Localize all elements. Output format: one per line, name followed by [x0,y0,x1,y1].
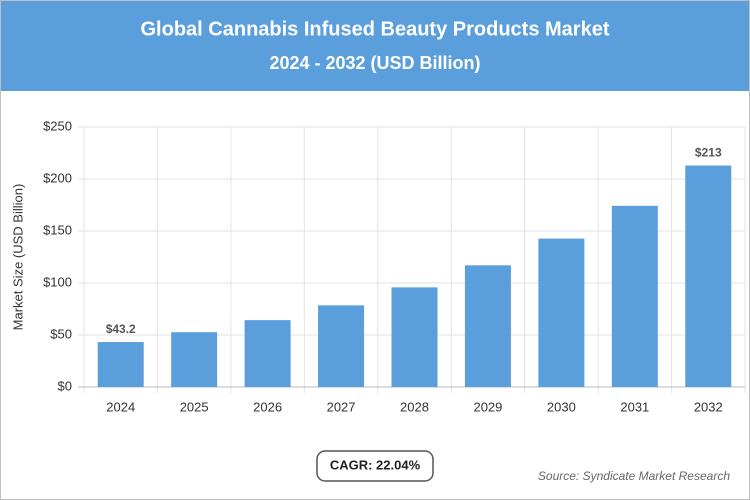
bar [685,165,732,387]
bar [318,305,365,387]
bar [538,238,585,387]
bar [391,287,438,387]
x-tick-label: 2029 [473,399,502,414]
value-label: $213 [695,146,722,160]
x-tick-label: 2026 [253,399,282,414]
x-tick-label: 2024 [106,399,135,414]
y-axis-label: Market Size (USD Billion) [10,184,25,331]
x-tick-label: 2025 [180,399,209,414]
y-tick-label: $100 [43,274,72,289]
cagr-box [316,450,434,482]
source: Source: Syndicate Market Research [538,469,730,483]
y-tick-label: $50 [50,326,72,341]
value-label: $43.2 [106,322,136,336]
x-tick-label: 2032 [694,399,723,414]
x-tick-label: 2027 [327,399,356,414]
bar [171,332,218,387]
bar [464,265,511,387]
bar [244,320,291,387]
header-band [1,1,749,91]
y-tick-label: $200 [43,170,72,185]
cagr-label: CAGR: 22.04% [330,457,421,472]
y-tick-label: $250 [43,118,72,133]
y-tick-label: $150 [43,222,72,237]
y-tick-label: $0 [58,378,72,393]
x-tick-label: 2030 [547,399,576,414]
bar [611,205,658,387]
chart-title: Global Cannabis Infused Beauty Products … [141,18,610,40]
chart-subtitle: 2024 - 2032 (USD Billion) [269,53,480,73]
bar [97,342,144,387]
x-tick-label: 2028 [400,399,429,414]
x-tick-label: 2031 [620,399,649,414]
